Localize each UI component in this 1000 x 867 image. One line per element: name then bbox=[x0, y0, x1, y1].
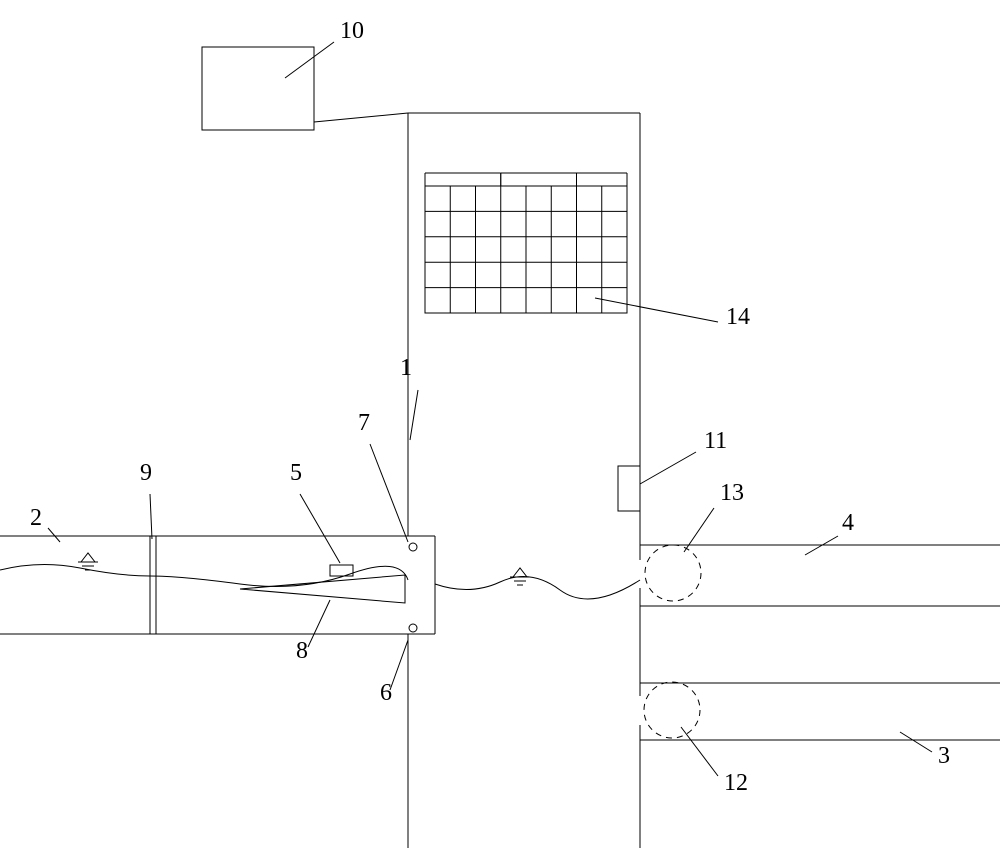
water-symbol-inner bbox=[510, 568, 530, 585]
box-10-connector bbox=[314, 113, 408, 122]
rect-11 bbox=[618, 466, 640, 511]
label-11: 11 bbox=[704, 428, 727, 454]
leader-2 bbox=[48, 528, 60, 542]
grid-14 bbox=[425, 173, 627, 313]
label-5: 5 bbox=[290, 460, 302, 486]
label-4: 4 bbox=[842, 510, 854, 536]
diagram-canvas: 1234567891011121314 bbox=[0, 0, 1000, 867]
label-3: 3 bbox=[938, 743, 950, 769]
leader-5 bbox=[300, 494, 340, 563]
label-2: 2 bbox=[30, 505, 42, 531]
water-left bbox=[0, 564, 408, 586]
wedge-8 bbox=[240, 575, 405, 603]
leader-1 bbox=[410, 390, 418, 440]
hinge-bot bbox=[409, 624, 417, 632]
label-10: 10 bbox=[340, 18, 364, 44]
label-9: 9 bbox=[140, 460, 152, 486]
label-7: 7 bbox=[358, 410, 370, 436]
label-14: 14 bbox=[726, 304, 750, 330]
label-6: 6 bbox=[380, 680, 392, 706]
label-1: 1 bbox=[400, 355, 412, 381]
circle-12 bbox=[644, 682, 700, 738]
label-12: 12 bbox=[724, 770, 748, 796]
label-13: 13 bbox=[720, 480, 744, 506]
box-10 bbox=[202, 47, 314, 130]
hinge-top bbox=[409, 543, 417, 551]
leader-6 bbox=[390, 640, 408, 690]
water-symbol-left bbox=[78, 553, 98, 570]
label-8: 8 bbox=[296, 638, 308, 664]
leader-11 bbox=[640, 452, 696, 484]
leader-9 bbox=[150, 494, 152, 539]
water-inner bbox=[435, 577, 640, 599]
leader-12 bbox=[681, 727, 718, 776]
leader-3 bbox=[900, 732, 932, 752]
leader-8 bbox=[308, 600, 330, 647]
leader-14 bbox=[595, 298, 718, 322]
circle-13 bbox=[645, 545, 701, 601]
leader-7 bbox=[370, 444, 408, 542]
